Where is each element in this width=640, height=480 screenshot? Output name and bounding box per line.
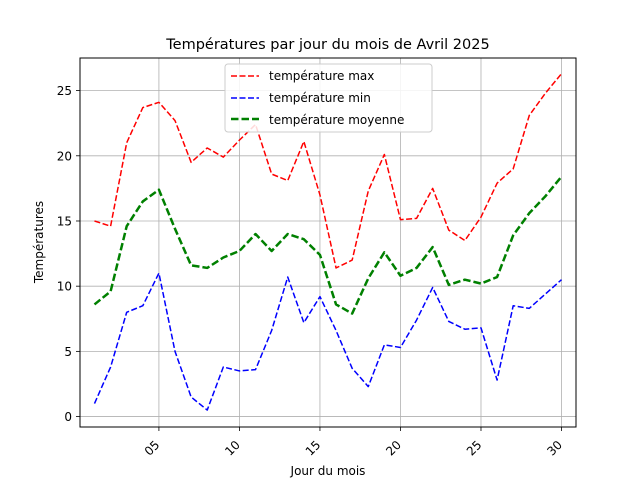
- series-layer: [93, 73, 563, 411]
- series-line-min: [93, 272, 563, 411]
- x-axis-label: Jour du mois: [290, 464, 366, 478]
- y-tick-label: 25: [57, 84, 72, 98]
- plot-frame: [79, 57, 577, 428]
- y-tick-label: 20: [57, 149, 72, 163]
- legend-label-moyenne: température moyenne: [269, 113, 404, 127]
- y-tick-label: 10: [57, 280, 72, 294]
- x-tick-label: 10: [222, 438, 243, 459]
- x-tick-label: 30: [544, 438, 565, 459]
- x-tick-label: 20: [383, 438, 404, 459]
- y-axis-label: Températures: [32, 201, 46, 284]
- chart-title: Températures par jour du mois de Avril 2…: [165, 37, 489, 53]
- x-tick-label: 05: [142, 438, 163, 459]
- legend-box: [224, 63, 433, 133]
- series-line-moyenne: [93, 175, 563, 315]
- x-axis-ticks: 05 10 15 20 25 30: [142, 427, 565, 459]
- x-tick-label: 25: [464, 438, 485, 459]
- y-tick-label: 15: [57, 214, 72, 228]
- legend-label-max: température max: [269, 69, 374, 83]
- y-tick-label: 0: [64, 410, 72, 424]
- y-axis-ticks: 0 5 10 15 20 25: [57, 84, 80, 424]
- legend-label-min: température min: [269, 91, 371, 105]
- legend: température max température min températ…: [224, 63, 433, 133]
- x-tick-label: 15: [303, 438, 324, 459]
- y-tick-label: 5: [64, 345, 72, 359]
